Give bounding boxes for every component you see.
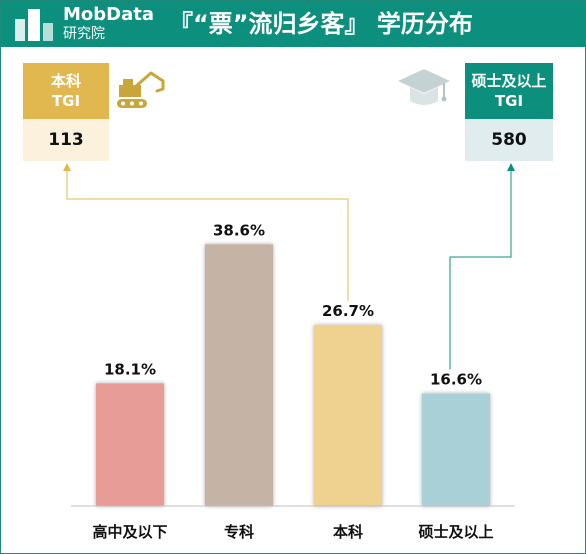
graduation-cap-icon	[398, 69, 450, 105]
tgi-box-header: 本科 TGI	[23, 63, 109, 119]
page-title: 『“票”流归乡客』 学历分布	[169, 10, 473, 38]
tgi-label: TGI	[494, 92, 524, 110]
bar-2	[205, 244, 273, 507]
master-tgi-connector	[449, 163, 515, 370]
bar-value-label: 26.7%	[322, 302, 374, 320]
tgi-box-header: 硕士及以上 TGI	[465, 63, 553, 119]
brand-name: MobData	[63, 4, 155, 25]
category-label: 硕士及以上	[418, 523, 493, 541]
tgi-box-bachelor: 本科 TGI 113	[23, 63, 109, 161]
tgi-value: 113	[23, 119, 109, 161]
bar-3	[314, 324, 382, 506]
tgi-category-name: 硕士及以上	[471, 72, 547, 90]
excavator-icon	[117, 71, 165, 108]
building-logo-icon	[15, 9, 53, 41]
brand-subtitle: 研究院	[63, 26, 105, 42]
category-label: 高中及以下	[92, 523, 167, 541]
tgi-value: 580	[465, 119, 553, 161]
category-label: 专科	[224, 523, 254, 541]
bar-value-label: 16.6%	[430, 370, 482, 388]
category-label: 本科	[333, 523, 363, 541]
bar-4	[422, 393, 490, 506]
header-bar: MobData 研究院 『“票”流归乡客』 学历分布	[1, 1, 585, 47]
bar-value-label: 38.6%	[213, 221, 265, 239]
bar-value-label: 18.1%	[104, 360, 156, 378]
tgi-label: TGI	[51, 92, 81, 110]
tgi-box-master-and-above: 硕士及以上 TGI 580	[465, 63, 553, 161]
tgi-category-name: 本科	[50, 72, 81, 90]
bar-1	[96, 383, 164, 506]
bachelor-tgi-connector	[63, 163, 349, 301]
